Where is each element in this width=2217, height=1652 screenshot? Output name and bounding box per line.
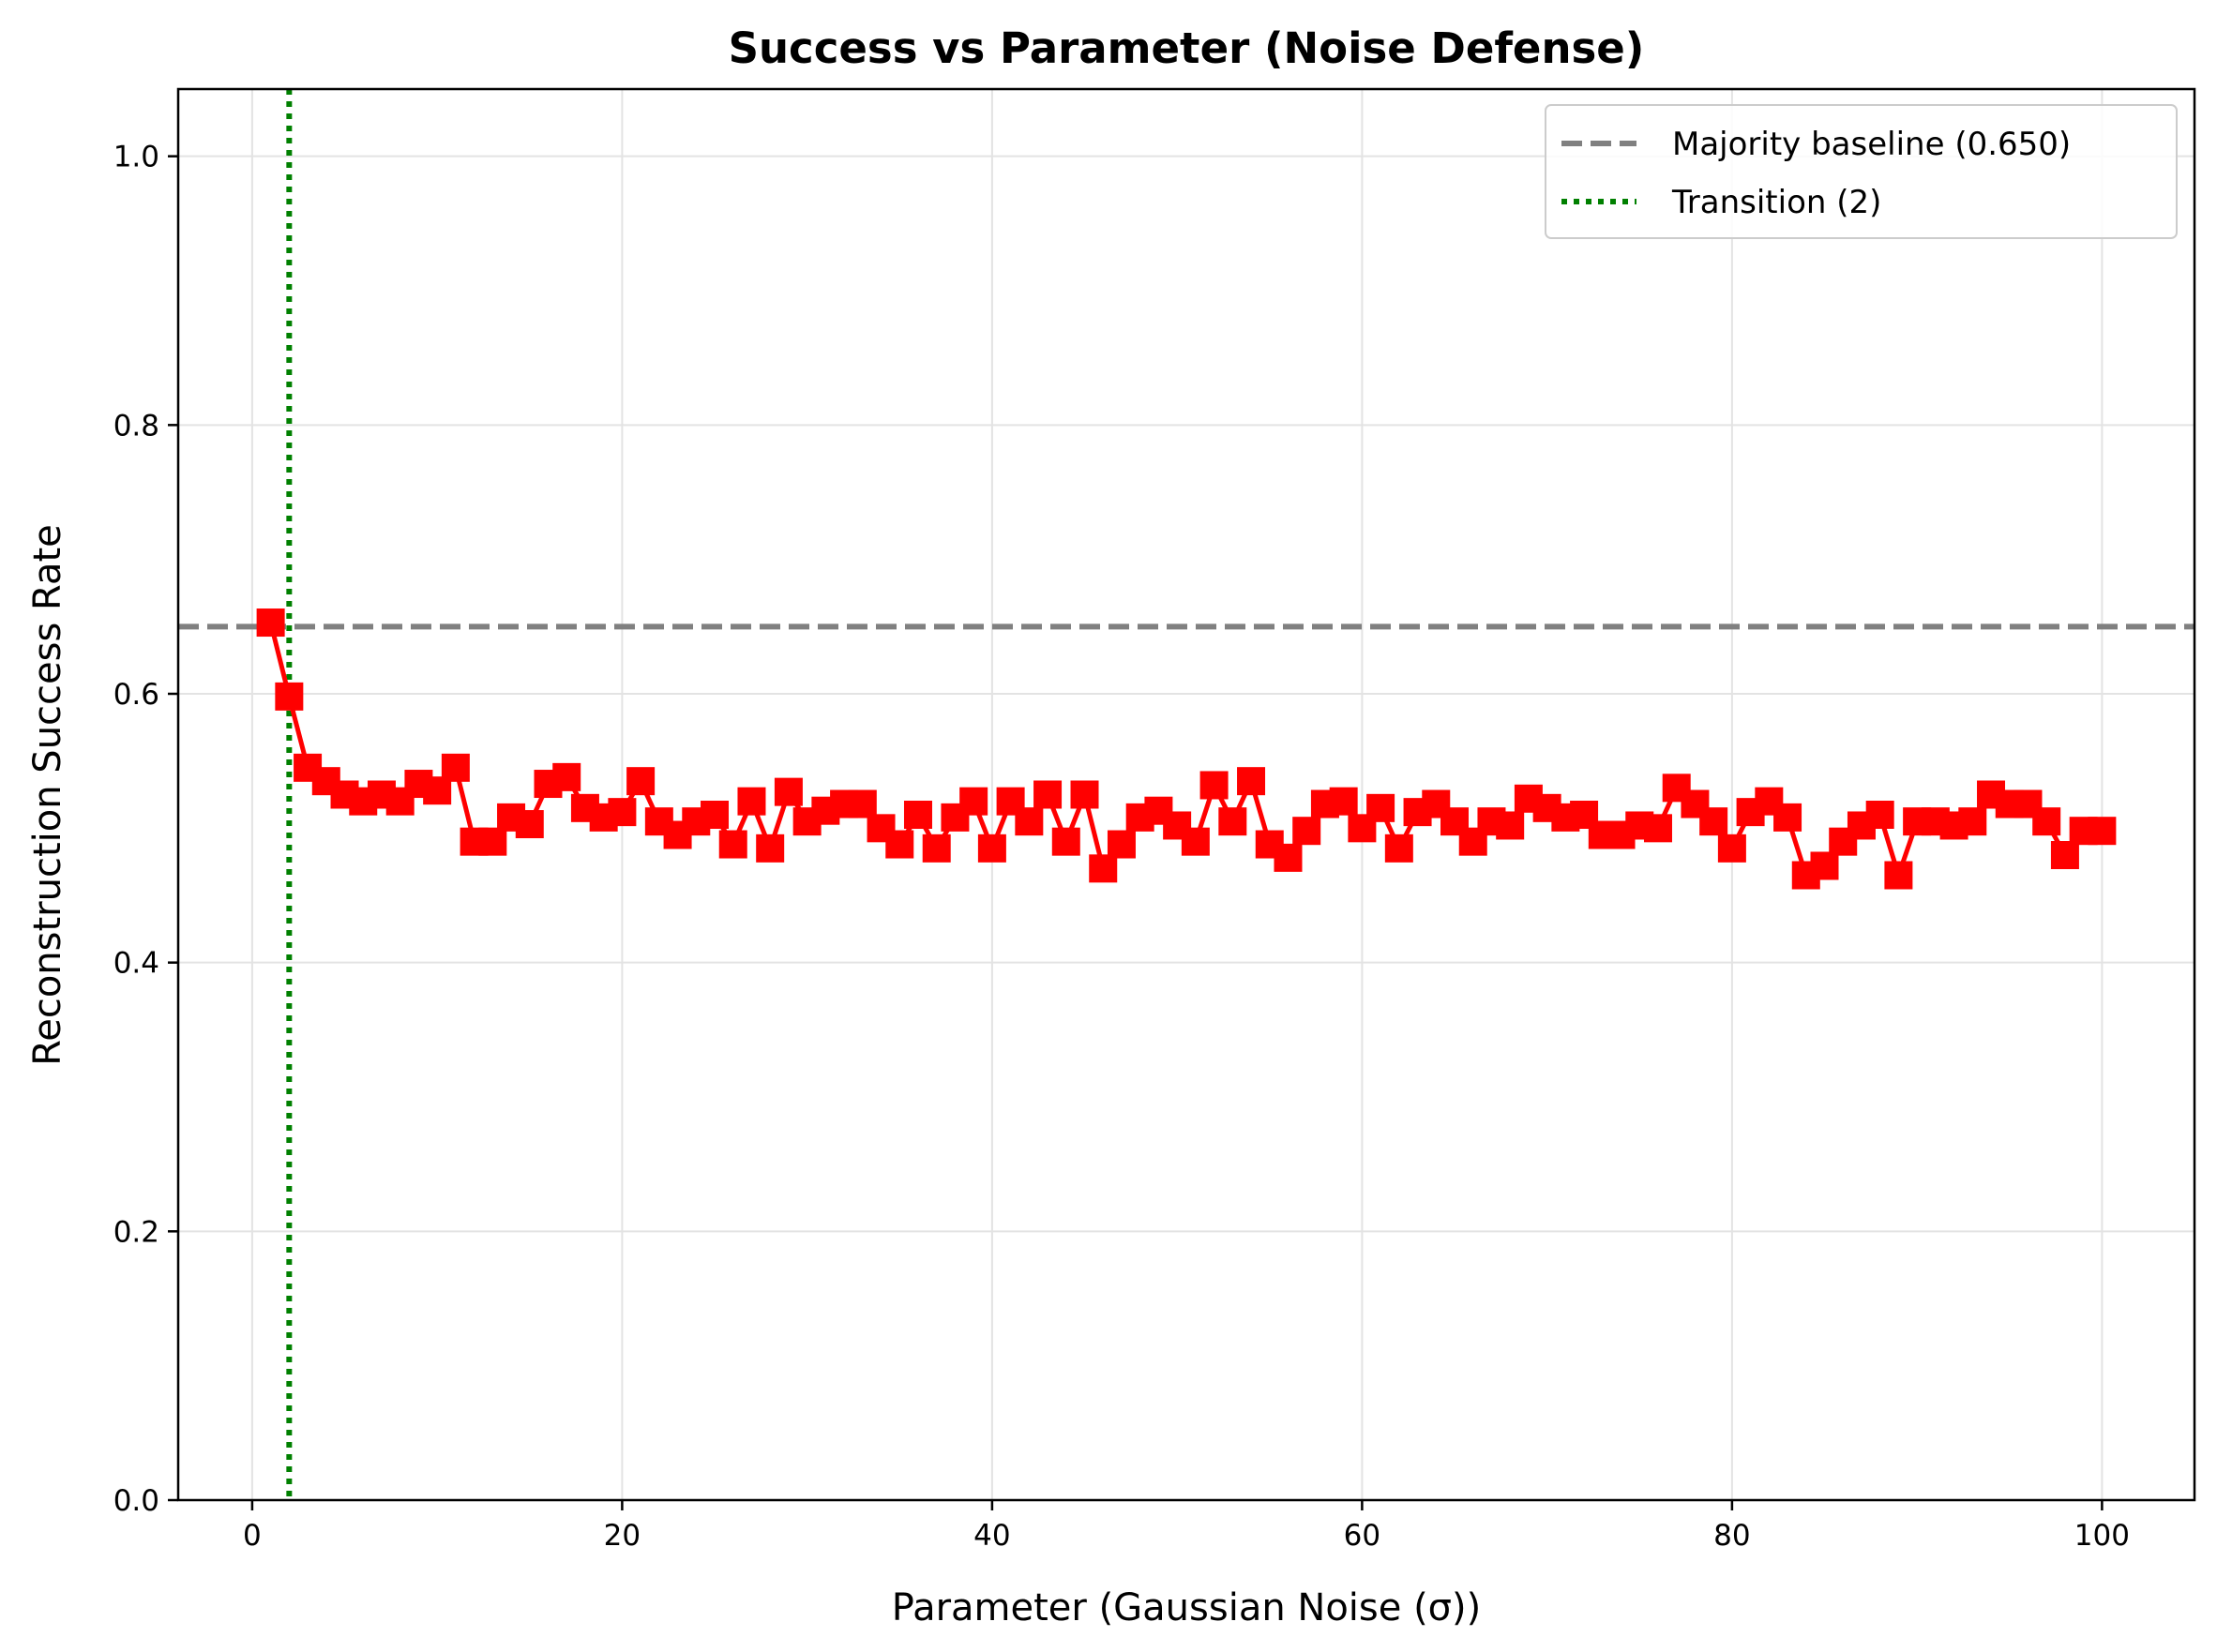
data-point-marker (1958, 807, 1987, 836)
grid (178, 89, 2194, 1501)
x-axis-label: Parameter (Gaussian Noise (σ)) (892, 1586, 1482, 1629)
data-point-marker (256, 608, 285, 638)
data-point-marker (1107, 830, 1136, 859)
y-axis-label: Reconstruction Success Rate (26, 524, 69, 1066)
data-point-marker (1237, 767, 1266, 796)
data-point-marker (2050, 841, 2079, 869)
chart-title: Success vs Parameter (Noise Defense) (729, 23, 1645, 73)
x-tick-label: 40 (973, 1519, 1010, 1553)
legend: Majority baseline (0.650) Transition (2) (1545, 104, 2178, 239)
data-point-marker (1884, 861, 1913, 890)
data-point-marker (1051, 827, 1080, 856)
data-point-marker (1274, 843, 1303, 872)
x-tick-label: 60 (1344, 1519, 1380, 1553)
legend-baseline-label: Majority baseline (0.650) (1672, 126, 2071, 163)
y-tick-label: 0.0 (113, 1484, 159, 1518)
y-tick-label: 0.4 (113, 947, 159, 981)
data-point-marker (701, 801, 730, 829)
data-point-marker (608, 798, 637, 827)
data-point-marker (515, 810, 544, 839)
x-tick-label: 100 (2074, 1519, 2130, 1553)
y-tick-label: 0.6 (113, 678, 159, 712)
data-point-marker (1717, 834, 1746, 863)
data-point-marker (1865, 801, 1894, 829)
y-tick-label: 1.0 (113, 141, 159, 174)
data-point-marker (922, 834, 951, 863)
axis-ticks: 0 20 40 60 80 100 0.0 0.2 0.4 0.6 0.8 1.0 (113, 141, 2130, 1553)
data-point-marker (774, 777, 803, 806)
data-point-marker (1773, 803, 1802, 832)
data-point-marker (1643, 814, 1672, 843)
data-point-marker (552, 762, 581, 791)
x-tick-label: 0 (243, 1519, 262, 1553)
legend-box (1545, 104, 2178, 239)
data-point-marker (977, 834, 1006, 863)
data-point-marker (1329, 787, 1358, 816)
data-point-marker (1033, 780, 1063, 809)
data-point-marker (2032, 807, 2061, 836)
data-point-marker (1199, 771, 1229, 800)
legend-transition-label: Transition (2) (1671, 184, 1881, 221)
data-point-marker (1218, 807, 1247, 836)
data-point-marker (441, 753, 470, 782)
plot-area-frame (176, 87, 2196, 1502)
data-point-marker (737, 787, 766, 816)
data-point-marker (1292, 817, 1321, 846)
data-point-marker (1810, 851, 1839, 880)
data-point-marker (275, 682, 304, 711)
data-series (256, 608, 2117, 890)
y-tick-label: 0.2 (113, 1215, 159, 1249)
data-point-marker (1366, 793, 1395, 822)
data-point-marker (1181, 827, 1210, 856)
data-point-marker (2088, 817, 2117, 846)
reference-lines (178, 89, 2194, 1500)
data-point-marker (718, 830, 747, 859)
data-point-marker (885, 830, 914, 859)
x-tick-label: 80 (1713, 1519, 1750, 1553)
data-point-marker (626, 767, 656, 796)
data-point-marker (1699, 807, 1728, 836)
data-point-marker (1384, 834, 1413, 863)
data-point-marker (1496, 811, 1525, 840)
data-point-marker (903, 801, 932, 829)
data-point-marker (756, 834, 785, 863)
y-tick-label: 0.8 (113, 409, 159, 443)
data-point-marker (959, 787, 988, 816)
data-point-marker (1015, 807, 1044, 836)
data-point-marker (848, 789, 877, 818)
data-point-marker (1070, 780, 1099, 809)
x-tick-label: 20 (604, 1519, 641, 1553)
data-point-marker (1089, 854, 1118, 883)
data-point-marker (478, 827, 507, 856)
